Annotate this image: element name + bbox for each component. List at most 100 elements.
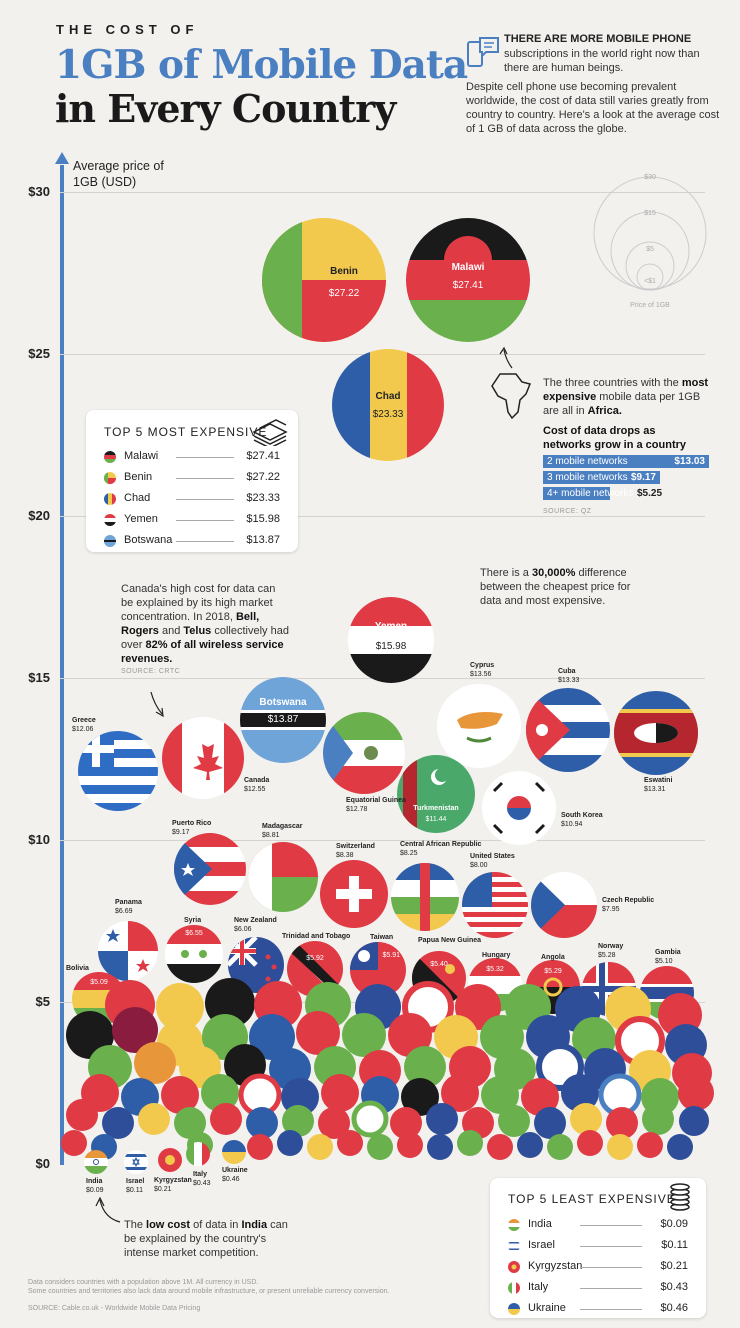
- benin-price: $27.22: [328, 288, 360, 299]
- rank-row: Benin $27.22: [104, 471, 280, 487]
- y-axis: [60, 165, 64, 1165]
- gridline: [60, 840, 705, 841]
- bubble-label-name: Cuba: [558, 668, 576, 675]
- bubble-label: Italy $0.43: [193, 1170, 211, 1188]
- top5-cheap-panel: TOP 5 LEAST EXPENSIVE India $0.09 Israel $0…: [490, 1178, 706, 1318]
- top5-expensive-title: TOP 5 MOST EXPENSIVE: [104, 425, 268, 439]
- rank-row: Ukraine $0.46: [508, 1302, 688, 1318]
- flag-icon: [104, 472, 116, 484]
- bubble-label-name: Central African Republic: [400, 841, 482, 848]
- rank-row: Malawi $27.41: [104, 450, 280, 466]
- y-tick-label: $20: [28, 508, 50, 523]
- bubble-label: Central African Republic $8.25: [400, 840, 481, 858]
- yemen-name: Yemen: [374, 621, 408, 632]
- benin-name: Benin: [330, 266, 358, 277]
- bubble-label: Cuba $13.33: [558, 667, 579, 685]
- rank-leader-line: [580, 1309, 642, 1310]
- canada-source: SOURCE: CRTC: [121, 668, 181, 675]
- rank-row: Kyrgyzstan $0.21: [508, 1260, 688, 1276]
- bubble-greece: [78, 731, 158, 811]
- bubble-label: Czech Republic $7.95: [602, 896, 654, 914]
- bubble-label-name: Greece: [72, 717, 96, 724]
- network-bar-label: 2 mobile networks: [547, 456, 628, 467]
- taiwan-price: $5.91: [382, 952, 400, 959]
- y-tick-label: $5: [35, 994, 50, 1009]
- scale-1: <$1: [644, 278, 656, 285]
- rank-country: Kyrgyzstan: [528, 1260, 583, 1272]
- network-bar: 3 mobile networks $9.17: [543, 471, 660, 484]
- bubble-car: [391, 863, 459, 931]
- rank-row: Botswana $13.87: [104, 534, 280, 550]
- hungary-price: $5.32: [486, 966, 504, 973]
- bubble-label-name: Syria: [184, 917, 202, 924]
- bubble-cyprus: [437, 684, 521, 768]
- bubble-label-value: $13.56: [470, 671, 492, 678]
- title-sub: in Every Country: [55, 86, 396, 131]
- y-tick-label: $30: [28, 184, 50, 199]
- rank-leader-line: [176, 499, 234, 500]
- canada-note: Canada's high cost for data can be expla…: [121, 583, 289, 665]
- bubble-label-name: Hungary: [482, 952, 511, 959]
- rank-country: Ukraine: [528, 1302, 566, 1314]
- bubble-label-value: $13.33: [558, 677, 580, 684]
- scale-5: $5: [646, 246, 654, 253]
- africa-arrow-icon: [496, 346, 516, 375]
- bubble-label: Eswatini $13.31: [644, 776, 672, 794]
- rank-country: Italy: [528, 1281, 549, 1293]
- network-bar: 2 mobile networks $13.03: [543, 455, 709, 468]
- flag-icon: [508, 1282, 520, 1294]
- flag-icon: [104, 493, 116, 505]
- bubble-label-value: $5.28: [598, 952, 616, 959]
- canada-arrow-icon: [148, 690, 168, 723]
- bubble-label: Hungary: [482, 951, 510, 960]
- bubble-label-name: Norway: [598, 943, 624, 950]
- africa-source: SOURCE: QZ: [543, 508, 592, 515]
- bubble-label: Bolivia: [66, 964, 89, 973]
- bubble-label-value: $6.69: [115, 908, 133, 915]
- bubble-label-value: $10.94: [561, 821, 583, 828]
- network-bar-price: $13.03: [674, 456, 705, 467]
- bubble-canada: [162, 717, 244, 799]
- bubble-label-name: Czech Republic: [602, 897, 655, 904]
- footer-note-2: Some countries and territories also lack…: [28, 1288, 390, 1295]
- intro-sub: subscriptions in the world right now tha…: [504, 48, 700, 74]
- flag-icon: [104, 535, 116, 547]
- bubble-label-value: $0.09: [86, 1187, 104, 1194]
- bubble-eq-guinea: [323, 712, 405, 794]
- top5-cheap-title: TOP 5 LEAST EXPENSIVE: [508, 1192, 676, 1206]
- africa-note: The three countries with the most expens…: [543, 377, 709, 417]
- rank-leader-line: [176, 520, 234, 521]
- india-arrow-icon: [94, 1196, 124, 1231]
- bubble-label-name: Ukraine: [222, 1167, 248, 1174]
- bubble-usa: [462, 872, 528, 938]
- malawi-name: Malawi: [451, 262, 485, 273]
- bubble-madagascar: [248, 842, 318, 912]
- intro-paragraph: Despite cell phone use becoming prevalen…: [466, 81, 720, 135]
- bubble-turkmenistan: Turkmenistan $11.44: [397, 755, 475, 833]
- y-tick-label: $10: [28, 832, 50, 847]
- turkmenistan-price: $11.44: [425, 816, 447, 823]
- rank-country: Benin: [124, 471, 153, 483]
- rank-price: $27.41: [246, 450, 280, 462]
- bubble-kyrgyzstan: [158, 1148, 182, 1172]
- bubble-label-name: Cyprus: [470, 662, 495, 669]
- png-price: $5.40: [430, 961, 448, 968]
- bubble-label-name: India: [86, 1178, 103, 1185]
- bubble-label-name: South Korea: [561, 812, 603, 819]
- rank-price: $27.22: [246, 471, 280, 483]
- bubble-label: Taiwan: [370, 933, 393, 942]
- rank-leader-line: [176, 541, 234, 542]
- trinidad-price: $5.92: [306, 955, 324, 962]
- top5-expensive-panel: TOP 5 MOST EXPENSIVE Malawi $27.41 Benin $2…: [86, 410, 298, 552]
- bubble-ukraine: [222, 1140, 246, 1164]
- yemen-price: $15.98: [375, 641, 407, 652]
- bubble-label-name: Gambia: [655, 949, 681, 956]
- bubble-malawi: Malawi $27.41: [406, 218, 530, 342]
- y-tick-label: $25: [28, 346, 50, 361]
- rank-leader-line: [176, 457, 234, 458]
- bubble-label-value: $12.06: [72, 726, 94, 733]
- footer-source: SOURCE: Cable.co.uk - Worldwide Mobile D…: [28, 1305, 201, 1312]
- syria-price: $6.55: [185, 930, 203, 937]
- rank-country: Chad: [124, 492, 151, 504]
- bubble-label-name: Panama: [115, 899, 142, 906]
